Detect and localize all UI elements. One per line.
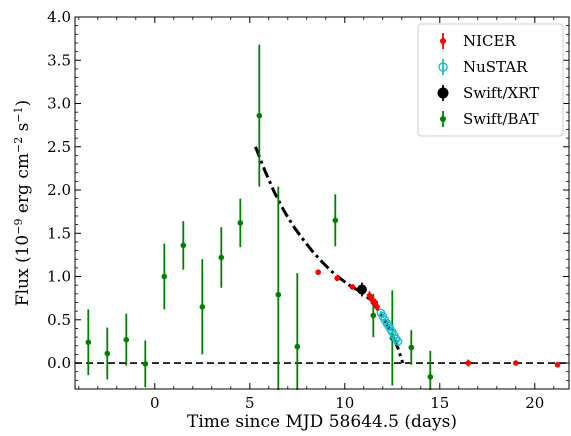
y-label-superscript: −1 <box>12 106 25 122</box>
swift-bat-marker <box>408 344 415 351</box>
swift-bat-point <box>104 327 111 380</box>
swift-bat-marker <box>294 343 301 350</box>
nicer-marker <box>513 360 519 366</box>
legend-entry-nicer: NICER <box>440 32 516 50</box>
y-label-text: s <box>13 123 33 137</box>
nicer-point <box>554 361 561 368</box>
legend-entry-swift-bat: Swift/BAT <box>440 110 539 128</box>
plot-frame <box>74 16 570 390</box>
x-tick-label: 15 <box>430 394 449 412</box>
legend-label: NICER <box>463 32 516 50</box>
nicer-point <box>513 360 519 366</box>
swift-bat-point <box>161 243 168 310</box>
legend-entry-swift-xrt: Swift/XRT <box>437 84 539 102</box>
y-label-superscript: −2 <box>12 137 25 153</box>
legend: NICER NuSTAR Swift/XRT Swift/BAT <box>417 23 564 137</box>
nustar-marker <box>393 337 403 346</box>
swift-bat-marker <box>123 336 130 343</box>
swift-bat-marker <box>180 242 187 249</box>
nicer-marker <box>465 360 472 366</box>
y-axis-label: Flux (10−9 erg cm−2 s−1) <box>12 100 34 306</box>
nicer-point <box>334 275 341 282</box>
y-tick-label: 0.0 <box>47 354 71 372</box>
swift-bat-point <box>237 198 244 248</box>
swift-xrt-marker <box>356 284 367 295</box>
data-points-layer <box>85 44 561 390</box>
swift-bat-marker <box>332 217 339 224</box>
legend-box <box>417 23 564 137</box>
x-tick-label: 5 <box>245 394 255 412</box>
swift-bat-point <box>275 186 282 390</box>
legend-label: Swift/BAT <box>463 110 539 128</box>
y-tick-label: 3.5 <box>47 51 71 69</box>
y-label-superscript: −9 <box>12 219 25 235</box>
swift-xrt-point <box>356 282 367 297</box>
legend-marker <box>440 38 446 44</box>
swift-bat-marker <box>199 304 206 310</box>
legend-marker <box>438 62 448 72</box>
swift-bat-point <box>256 44 263 187</box>
swift-bat-point <box>218 227 225 288</box>
y-tick-label: 3.0 <box>47 95 71 113</box>
swift-bat-point <box>408 330 415 365</box>
nicer-point <box>349 284 356 290</box>
swift-bat-point <box>294 273 301 390</box>
swift-bat-marker <box>256 112 263 119</box>
y-tick-label: 1.0 <box>47 268 71 286</box>
swift-bat-point <box>332 194 339 247</box>
nicer-marker <box>334 275 341 282</box>
y-tick-label: 0.5 <box>47 311 71 329</box>
nustar-point <box>393 337 403 346</box>
x-tick-label: 0 <box>150 394 160 412</box>
y-label-text: ) <box>13 100 33 107</box>
swift-bat-point <box>85 309 92 376</box>
legend-marker <box>440 116 446 122</box>
swift-bat-point <box>180 221 187 270</box>
y-tick-label: 2.0 <box>47 181 71 199</box>
legend-marker <box>437 87 449 99</box>
legend-entry-nustar: NuSTAR <box>438 58 528 76</box>
y-tick-label: 4.0 <box>47 8 71 26</box>
swift-bat-marker <box>142 361 149 367</box>
nicer-marker <box>374 304 380 310</box>
swift-bat-point <box>142 340 149 388</box>
swift-bat-marker <box>370 312 377 319</box>
y-label-text: Flux (10 <box>13 235 33 306</box>
nicer-point <box>374 303 380 311</box>
nicer-marker <box>349 284 356 290</box>
legend-label: Swift/XRT <box>463 84 539 102</box>
swift-bat-marker <box>85 339 92 346</box>
ticks-layer: 0 5 10 15 20 0.0 0.5 1.0 1.5 2.0 2.5 3.0 3.5 4.0 <box>47 8 569 412</box>
y-label-text: erg cm <box>13 153 33 219</box>
swift-bat-marker <box>104 350 111 357</box>
y-tick-label: 2.5 <box>47 138 71 156</box>
swift-bat-marker <box>161 273 168 280</box>
nicer-marker <box>554 361 561 368</box>
y-tick-label: 1.5 <box>47 224 71 242</box>
x-axis-label: Time since MJD 58644.5 (days) <box>187 412 457 432</box>
x-tick-label: 20 <box>525 394 544 412</box>
swift-bat-marker <box>427 374 434 380</box>
swift-bat-point <box>123 313 130 366</box>
swift-bat-marker <box>218 254 225 261</box>
nicer-point <box>465 359 472 367</box>
swift-bat-marker <box>275 291 282 298</box>
nicer-marker <box>315 269 322 276</box>
swift-bat-point <box>427 350 434 390</box>
x-tick-label: 10 <box>335 394 354 412</box>
swift-bat-point <box>199 259 206 355</box>
legend-label: NuSTAR <box>463 58 528 76</box>
nicer-point <box>315 269 322 276</box>
swift-bat-marker <box>237 220 244 226</box>
